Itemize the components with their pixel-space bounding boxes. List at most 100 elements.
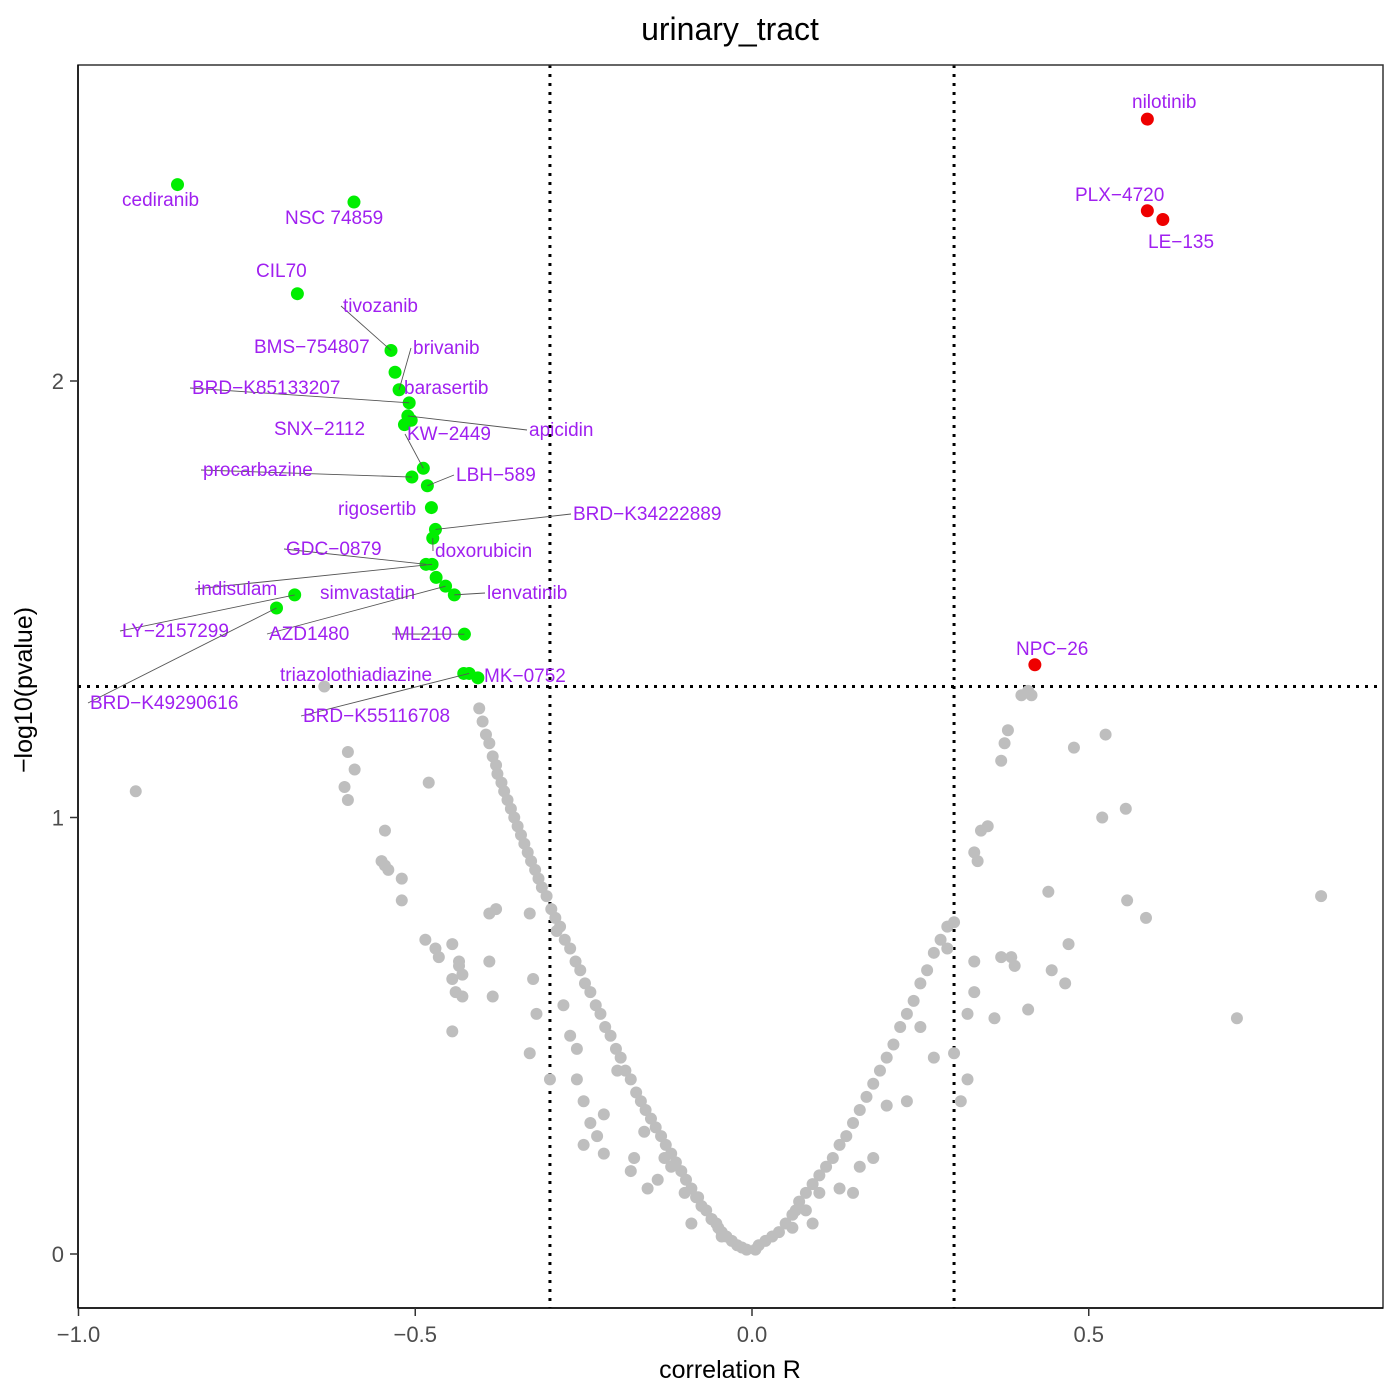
nonsignificant-point [446, 973, 459, 986]
nonsignificant-point [558, 933, 571, 946]
nonsignificant-point [624, 1073, 637, 1086]
nonsignificant-point [669, 1156, 682, 1169]
nonsignificant-point [954, 1095, 967, 1108]
nonsignificant-point [968, 955, 981, 968]
label-leader-indisulam [194, 563, 433, 590]
point-plx-4720 [1140, 204, 1154, 218]
y-tick-label: 1 [52, 806, 64, 831]
nonsignificant-point [1121, 894, 1134, 907]
nonsignificant-point [584, 1117, 597, 1130]
nonsignificant-point [446, 938, 459, 951]
point-label-brd-k34222889: BRD−K34222889 [573, 504, 721, 525]
nonsignificant-point [543, 1073, 556, 1086]
nonsignificant-point [961, 1007, 974, 1020]
nonsignificant-point [1045, 964, 1058, 977]
nonsignificant-point [847, 1117, 860, 1130]
axes: −1.0 −0.5 0.0 0.5 0 1 2 [52, 65, 1383, 1347]
nonsignificant-point [995, 951, 1008, 964]
point-label-cil70: CIL70 [256, 261, 307, 282]
nonsignificant-point [338, 780, 351, 793]
nonsignificant-point [971, 855, 984, 868]
nonsignificant-point [941, 942, 954, 955]
nonsignificant-point [1042, 885, 1055, 898]
nonsignificant-point [1062, 938, 1075, 951]
nonsignificant-point [378, 824, 391, 837]
label-leader-brd-k85133207 [189, 387, 410, 404]
nonsignificant-point [772, 1226, 785, 1239]
point-label-lbh-589: LBH−589 [456, 465, 536, 486]
nonsignificant-point [934, 933, 947, 946]
nonsignificant-point [900, 1095, 913, 1108]
nonsignificant-point [995, 754, 1008, 767]
nonsignificant-point [649, 1121, 662, 1134]
nonsignificant-point [574, 964, 587, 977]
nonsignificant-point [820, 1160, 833, 1173]
point-cil70 [290, 287, 304, 301]
nonsignificant-point [921, 964, 934, 977]
nonsignificant-point [880, 1051, 893, 1064]
nonsignificant-point [1096, 811, 1109, 824]
label-leader-lbh-589 [427, 474, 455, 487]
nonsignificant-point [527, 973, 540, 986]
nonsignificant-point [914, 977, 927, 990]
nonsignificant-point [577, 1095, 590, 1108]
point-label-indisulam: indisulam [197, 579, 277, 600]
nonsignificant-point [483, 737, 496, 750]
nonsignificant-point [685, 1217, 698, 1230]
nonsignificant-point [1099, 728, 1112, 741]
label-leader-tivozanib [340, 305, 392, 351]
nonsignificant-point [1230, 1012, 1243, 1025]
nonsignificant-point [614, 1051, 627, 1064]
chart-title: urinary_tract [641, 11, 819, 47]
nonsignificant-point [523, 907, 536, 920]
point-label-brivanib: brivanib [413, 338, 480, 359]
nonsignificant-point [786, 1221, 799, 1234]
nonsignificant-point [348, 763, 361, 776]
label-leader-brivanib [398, 347, 412, 390]
nonsignificant-point [341, 794, 354, 807]
nonsignificant-point [382, 863, 395, 876]
point-label-cediranib: cediranib [122, 190, 199, 211]
nonsignificant-point [853, 1103, 866, 1116]
point-label-kw-2449: KW−2449 [407, 424, 491, 445]
point-label-lenvatinib: lenvatinib [487, 583, 567, 604]
point-label-le-135: LE−135 [1148, 232, 1214, 253]
nonsignificant-point [570, 1042, 583, 1055]
x-axis-label: correlation R [659, 1356, 801, 1384]
nonsignificant-point [570, 1073, 583, 1086]
nonsignificant-point [700, 1204, 713, 1217]
nonsignificant-point [659, 1138, 672, 1151]
nonsignificant-point [1315, 890, 1328, 903]
nonsignificant-point [628, 1151, 641, 1164]
nonsignificant-point [395, 872, 408, 885]
point-label-ml210: ML210 [394, 624, 452, 645]
nonsignificant-point [1001, 724, 1014, 737]
nonsignificant-point [948, 1047, 961, 1060]
nonsignificant-point [998, 737, 1011, 750]
nonsignificant-point [129, 785, 142, 798]
nonsignificant-point [473, 702, 486, 715]
nonsignificant-point [557, 999, 570, 1012]
point-label-tivozanib: tivozanib [343, 296, 418, 317]
nonsignificant-point [867, 1151, 880, 1164]
nonsignificant-point [894, 1021, 907, 1034]
nonsignificant-point [740, 1243, 753, 1256]
nonsignificant-point [619, 1064, 632, 1077]
nonsignificant-point [486, 990, 499, 1003]
nonsignificant-point [530, 1007, 543, 1020]
nonsignificant-point [624, 1165, 637, 1178]
nonsignificant-point [523, 1047, 536, 1060]
nonsignificant-point [599, 1021, 612, 1034]
label-leader-brd-k34222889 [435, 513, 572, 530]
nonsignificant-point [318, 680, 331, 693]
nonsignificant-point [968, 986, 981, 999]
point-label-doxorubicin: doxorubicin [435, 541, 532, 562]
nonsignificant-point [833, 1138, 846, 1151]
data-points [129, 112, 1328, 1256]
point-label-brd-k55116708: BRD−K55116708 [303, 706, 450, 727]
nonsignificant-point [927, 1051, 940, 1064]
nonsignificant-point [847, 1186, 860, 1199]
nonsignificant-point [1059, 977, 1072, 990]
